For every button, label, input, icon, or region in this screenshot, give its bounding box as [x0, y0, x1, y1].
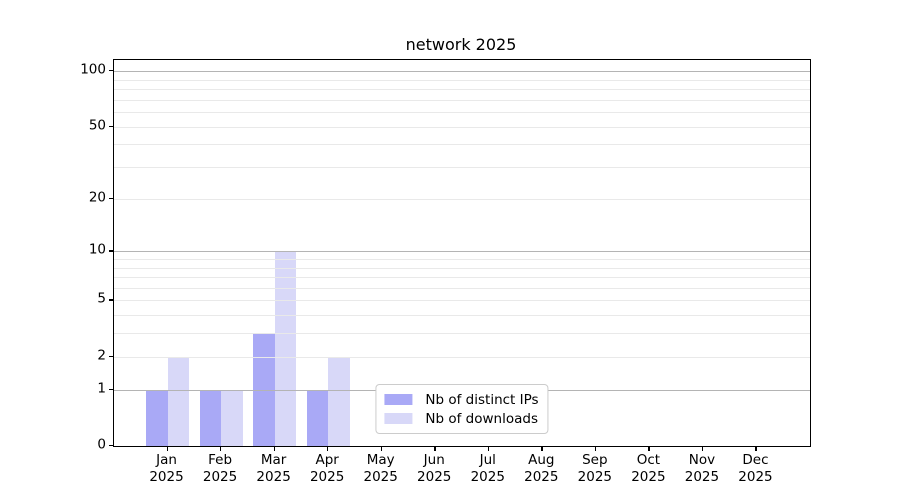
gridline-70	[114, 99, 810, 101]
x-tick-label-jul: Jul 2025	[470, 452, 505, 485]
bar-mar-ips	[253, 333, 275, 446]
legend-label: Nb of distinct IPs	[425, 391, 539, 408]
legend: Nb of distinct IPs Nb of downloads	[375, 384, 549, 434]
x-tick-label-dec: Dec 2025	[738, 452, 773, 485]
bar-apr-downloads	[328, 356, 350, 446]
plot-area: Nb of distinct IPs Nb of downloads	[113, 59, 811, 447]
legend-swatch-icon	[384, 394, 413, 405]
gridline-2	[114, 356, 810, 358]
x-tick-mark-sep	[594, 446, 597, 451]
x-tick-mark-may	[380, 446, 382, 451]
x-tick-mark-jan	[166, 446, 168, 451]
gridline-50	[114, 126, 810, 128]
gridline-30	[114, 167, 810, 169]
x-tick-label-aug: Aug 2025	[524, 452, 559, 485]
bar-jan-downloads	[167, 356, 190, 446]
y-tick-label-1: 1	[97, 380, 106, 397]
y-tick-label-50: 50	[88, 117, 106, 134]
x-tick-mark-aug	[541, 446, 543, 451]
gridline-9	[114, 259, 810, 260]
bar-feb-downloads	[221, 389, 243, 446]
x-tick-label-jan: Jan 2025	[149, 452, 184, 485]
y-tick-mark-0	[109, 445, 113, 447]
gridline-8	[114, 267, 810, 269]
legend-label: Nb of downloads	[425, 410, 538, 427]
y-tick-mark-1	[109, 388, 113, 390]
y-tick-label-20: 20	[88, 189, 106, 206]
x-tick-label-oct: Oct 2025	[631, 452, 666, 485]
gridline-7	[114, 277, 810, 279]
y-tick-label-0: 0	[97, 436, 106, 453]
x-tick-label-feb: Feb 2025	[202, 452, 238, 485]
x-tick-mark-nov	[701, 446, 704, 451]
bar-apr-ips	[306, 389, 329, 446]
gridline-4	[114, 315, 810, 317]
y-tick-label-10: 10	[88, 241, 106, 258]
chart-title: network 2025	[405, 35, 517, 54]
y-tick-mark-100	[109, 70, 113, 72]
legend-swatch-icon	[384, 413, 413, 424]
bar-mar-downloads	[274, 251, 297, 446]
x-tick-mark-jun	[434, 446, 436, 451]
y-tick-label-2: 2	[97, 347, 106, 364]
x-tick-mark-jul	[487, 446, 490, 451]
x-tick-label-mar: Mar 2025	[256, 452, 291, 485]
x-tick-label-apr: Apr 2025	[309, 452, 345, 485]
y-tick-label-5: 5	[97, 290, 106, 307]
x-tick-mark-oct	[648, 446, 650, 451]
gridline-90	[114, 79, 810, 81]
x-tick-label-sep: Sep 2025	[577, 452, 613, 485]
y-tick-label-100: 100	[80, 61, 106, 78]
x-tick-label-jun: Jun 2025	[417, 452, 452, 485]
y-tick-mark-20	[109, 197, 113, 200]
bar-feb-ips	[199, 389, 222, 446]
gridline-60	[114, 112, 810, 114]
y-tick-mark-2	[109, 355, 113, 358]
y-tick-mark-10	[109, 250, 113, 252]
gridline-20	[114, 198, 810, 200]
legend-entry-distinct-ips: Nb of distinct IPs	[384, 390, 539, 409]
legend-entry-downloads: Nb of downloads	[384, 409, 538, 428]
y-tick-mark-5	[109, 299, 113, 301]
gridline-10	[114, 251, 810, 253]
x-tick-label-nov: Nov 2025	[684, 452, 720, 485]
gridline-6	[114, 287, 810, 289]
bar-jan-ips	[146, 389, 168, 446]
gridline-80	[114, 89, 810, 91]
y-tick-mark-50	[109, 125, 113, 127]
gridline-40	[114, 144, 810, 146]
x-tick-mark-feb	[220, 446, 222, 451]
x-tick-label-may: May 2025	[363, 452, 398, 485]
x-tick-mark-dec	[755, 446, 757, 451]
gridline-5	[114, 300, 810, 302]
gridline-100	[114, 71, 810, 73]
x-tick-mark-apr	[327, 446, 329, 451]
gridline-3	[114, 333, 810, 335]
x-tick-mark-mar	[273, 446, 275, 451]
